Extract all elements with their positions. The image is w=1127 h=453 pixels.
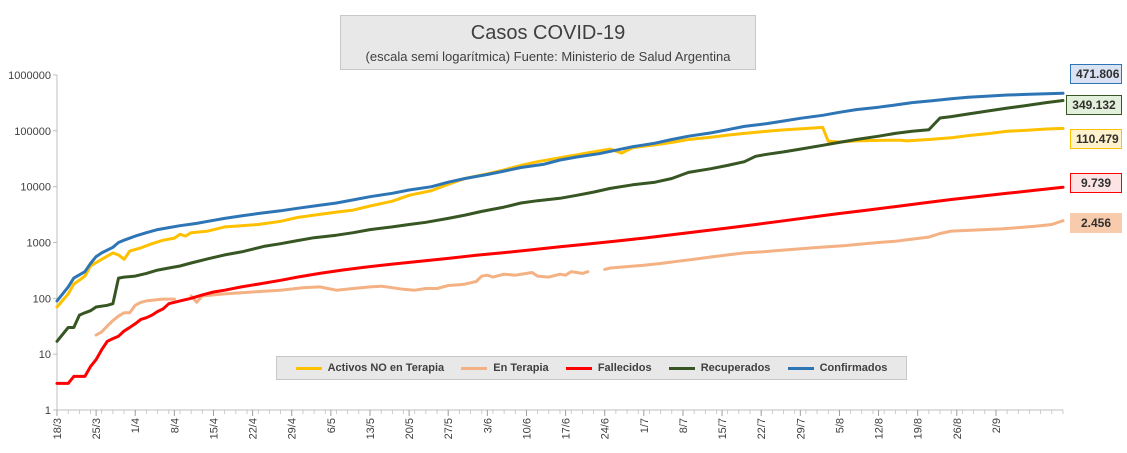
x-tick-label: 25/3 <box>91 418 103 439</box>
x-tick-label: 29/4 <box>287 418 299 439</box>
series-line-2 <box>55 185 1065 385</box>
x-tick-label: 24/6 <box>600 418 612 439</box>
legend-label-confirmados: Confirmados <box>819 362 888 374</box>
x-tick-label: 15/4 <box>208 418 220 439</box>
end-label-activos: 110.479 <box>1070 129 1122 149</box>
end-label-terapia: 2.456 <box>1070 213 1122 233</box>
x-tick-label: 1/7 <box>639 418 651 433</box>
x-tick-label: 5/8 <box>834 418 846 433</box>
legend-label-fallecidos: Fallecidos <box>597 362 652 374</box>
legend-item-recuperados: Recuperados <box>668 362 771 374</box>
x-tick-label: 6/5 <box>326 418 338 433</box>
legend-item-terapia: En Terapia <box>461 362 549 374</box>
series-line-1 <box>94 297 176 337</box>
y-tick-label: 1000 <box>27 238 51 250</box>
x-tick-label: 27/5 <box>443 418 455 439</box>
end-label-confirmados: 471.806 <box>1070 64 1122 84</box>
x-tick-label: 26/8 <box>952 418 964 439</box>
legend-swatch-activos <box>295 366 322 370</box>
y-tick-label: 100 <box>33 293 51 305</box>
x-tick-label: 2/9 <box>991 418 1003 433</box>
x-tick-label: 17/6 <box>561 418 573 439</box>
series-line-1 <box>189 270 590 304</box>
x-tick-label: 1/4 <box>130 418 142 433</box>
series-line-0 <box>55 125 1065 309</box>
legend-label-terapia: En Terapia <box>493 362 549 374</box>
legend-swatch-fallecidos <box>565 366 592 370</box>
y-tick-label: 1000000 <box>8 70 51 82</box>
x-tick-label: 15/7 <box>717 418 729 439</box>
x-tick-label: 8/4 <box>169 418 181 433</box>
legend-item-activos: Activos NO en Terapia <box>295 362 445 374</box>
y-axis: 1 10 100 1000 10000 100000 1000000 <box>8 70 58 417</box>
legend-item-fallecidos: Fallecidos <box>565 362 652 374</box>
x-tick-label: 22/4 <box>248 418 260 439</box>
series-line-1 <box>603 219 1065 271</box>
chart-title-box: Casos COVID-19 (escala semi logarítmica)… <box>340 15 756 70</box>
y-tick-label: 1 <box>45 405 51 417</box>
end-label-recuperados: 349.132 <box>1066 95 1122 115</box>
chart-title: Casos COVID-19 <box>470 22 626 44</box>
x-tick-label: 19/8 <box>913 418 925 439</box>
x-axis: 18/3 25/3 1/4 8/4 15/4 22/4 29/4 6/5 13/5 20/5 27/… <box>52 409 1064 439</box>
legend-swatch-confirmados <box>787 366 814 370</box>
y-tick-label: 100000 <box>14 126 51 138</box>
x-tick-label: 12/8 <box>874 418 886 439</box>
legend-label-recuperados: Recuperados <box>700 362 771 374</box>
chart-subtitle: (escala semi logarítmica) Fuente: Minist… <box>365 49 731 64</box>
y-tick-label: 10000 <box>20 182 51 194</box>
x-tick-label: 22/7 <box>756 418 768 439</box>
end-label-fallecidos: 9.739 <box>1070 173 1122 193</box>
legend-label-activos: Activos NO en Terapia <box>327 362 445 374</box>
x-tick-label: 3/6 <box>482 418 494 433</box>
legend: Activos NO en Terapia En Terapia Falleci… <box>276 356 907 380</box>
x-tick-label: 18/3 <box>52 418 64 439</box>
y-tick-label: 10 <box>39 349 51 361</box>
legend-item-confirmados: Confirmados <box>787 362 888 374</box>
x-tick-label: 13/5 <box>365 418 377 439</box>
x-tick-label: 29/7 <box>795 418 807 439</box>
x-tick-label: 20/5 <box>404 418 416 439</box>
x-tick-label: 8/7 <box>678 418 690 433</box>
x-tick-label: 10/6 <box>521 418 533 439</box>
legend-swatch-terapia <box>461 366 488 370</box>
series-line-4 <box>55 91 1065 303</box>
series-layer <box>55 91 1065 385</box>
series-line-3 <box>55 99 1065 343</box>
legend-swatch-recuperados <box>668 366 695 370</box>
